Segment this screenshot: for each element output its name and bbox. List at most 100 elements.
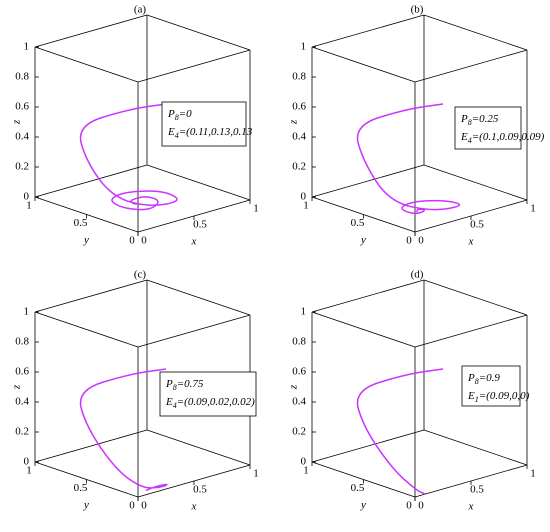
annotation-symbol: P — [165, 378, 173, 390]
y-tick-label: 0 — [406, 235, 412, 247]
z-tick-label: 0.4 — [292, 396, 306, 408]
annotation-text: E4=(0.09,0.02,0.02) — [165, 396, 255, 410]
annotation-rest: =0.25 — [472, 113, 499, 125]
x-tick-label: 0 — [141, 235, 147, 247]
annotation-symbol: P — [167, 108, 175, 120]
annotation-text: P8=0 — [167, 108, 192, 122]
z-tick-label: 1 — [301, 41, 307, 53]
annotation-sub: 1 — [475, 395, 479, 404]
annotation-rest: =(0.11,0.13,0.13 — [179, 126, 253, 138]
cube-edge — [34, 311, 139, 348]
y-tick-label: 1 — [303, 465, 309, 477]
x-axis-label: x — [468, 501, 474, 513]
z-tick-label: 0.2 — [292, 426, 306, 438]
cube-edge — [34, 14, 148, 48]
cube-edge — [34, 164, 148, 198]
x-axis-label: x — [191, 501, 197, 513]
cube-edge — [311, 14, 425, 48]
cube-edge — [34, 279, 148, 313]
annotation-rest: =(0.09,0,0) — [479, 390, 530, 402]
z-tick-label: 0.4 — [15, 396, 29, 408]
x-tick-label: 0.5 — [470, 484, 484, 496]
z-tick-label: 0 — [24, 191, 30, 203]
cube-edge — [423, 14, 528, 51]
cube-edge — [423, 279, 528, 316]
y-axis-label: y — [83, 499, 89, 511]
z-axis-label: z — [288, 384, 300, 390]
z-tick-label: 0.8 — [15, 336, 29, 348]
panel-label: (b) — [411, 4, 424, 16]
annotation-box — [159, 371, 257, 417]
y-tick-label: 1 — [303, 200, 309, 212]
cube-edge — [311, 279, 425, 313]
z-tick-label: 1 — [301, 306, 307, 318]
annotation-text: P8=0.9 — [467, 372, 500, 386]
annotation-text: E4=(0.11,0.13,0.13 — [167, 126, 253, 140]
annotation-text: P8=0.25 — [460, 113, 499, 127]
x-tick-label: 0 — [418, 500, 424, 512]
annotation-sub: 8 — [475, 377, 479, 386]
z-tick-label: 0.2 — [15, 161, 29, 173]
z-axis-label: z — [11, 384, 23, 390]
panel-label: (a) — [134, 4, 147, 16]
cube-edge — [311, 46, 416, 83]
cube-edge — [311, 164, 425, 198]
z-tick-label: 0 — [301, 191, 307, 203]
trajectory — [79, 368, 168, 492]
z-tick-label: 0.8 — [292, 336, 306, 348]
annotation-symbol: P — [467, 372, 475, 384]
x-tick-label: 1 — [253, 203, 259, 215]
annotation-sub: 4 — [468, 136, 472, 145]
panel: (d) 0 0.2 0.4 0.6 0.8 1 z 0 0.5 1 x 0 0.5 1 y P8=0.9 E1=(… — [288, 269, 536, 513]
z-axis-label: z — [11, 119, 23, 125]
z-tick-label: 0.4 — [15, 131, 29, 143]
x-tick-label: 0.5 — [193, 484, 207, 496]
z-tick-label: 1 — [24, 306, 30, 318]
y-axis-label: y — [360, 234, 366, 246]
cube-edge — [34, 46, 139, 83]
annotation-symbol: E — [165, 396, 173, 408]
annotation-sub: 4 — [173, 401, 177, 410]
y-tick-label: 0.5 — [351, 217, 365, 229]
annotation-text: E1=(0.09,0,0) — [467, 390, 530, 404]
trajectory — [79, 103, 178, 211]
y-tick-label: 0.5 — [351, 482, 365, 494]
x-tick-label: 0.5 — [470, 219, 484, 231]
y-axis-label: y — [360, 499, 366, 511]
annotation-symbol: P — [460, 113, 468, 125]
cube-edge — [423, 164, 528, 201]
panel: (c)00.20.40.60.81z00.51x00.51yP8=0.75E4=… — [11, 269, 259, 513]
annotation-sub: 8 — [468, 118, 472, 127]
z-tick-label: 0.2 — [292, 161, 306, 173]
y-tick-label: 0.5 — [74, 482, 88, 494]
z-tick-label: 0.6 — [15, 101, 29, 113]
annotation-text: P8=0.75 — [165, 378, 204, 392]
cube-edge — [146, 14, 251, 51]
cube-edge — [137, 314, 251, 348]
z-tick-label: 0.6 — [292, 366, 306, 378]
cube-edge — [146, 279, 251, 316]
trajectory — [356, 103, 461, 215]
y-tick-label: 0 — [406, 500, 412, 512]
annotation-rest: =0.9 — [479, 372, 501, 384]
x-axis-label: x — [191, 236, 197, 248]
z-tick-label: 0 — [301, 456, 307, 468]
z-tick-label: 0.6 — [15, 366, 29, 378]
annotation-rest: =0.75 — [177, 378, 204, 390]
y-tick-label: 0.5 — [74, 217, 88, 229]
x-tick-label: 1 — [253, 468, 259, 480]
x-tick-label: 0 — [418, 235, 424, 247]
x-tick-label: 1 — [530, 203, 536, 215]
x-axis-label: x — [468, 236, 474, 248]
annotation-sub: 8 — [173, 383, 177, 392]
annotation-rest: =0 — [179, 108, 192, 120]
y-axis-label: y — [83, 234, 89, 246]
z-tick-label: 0.2 — [15, 426, 29, 438]
x-tick-label: 1 — [530, 468, 536, 480]
x-tick-label: 0 — [141, 500, 147, 512]
annotation-rest: =(0.09,0.02,0.02) — [177, 396, 255, 408]
cube-edge — [414, 49, 528, 83]
panel-label: (d) — [411, 269, 424, 281]
